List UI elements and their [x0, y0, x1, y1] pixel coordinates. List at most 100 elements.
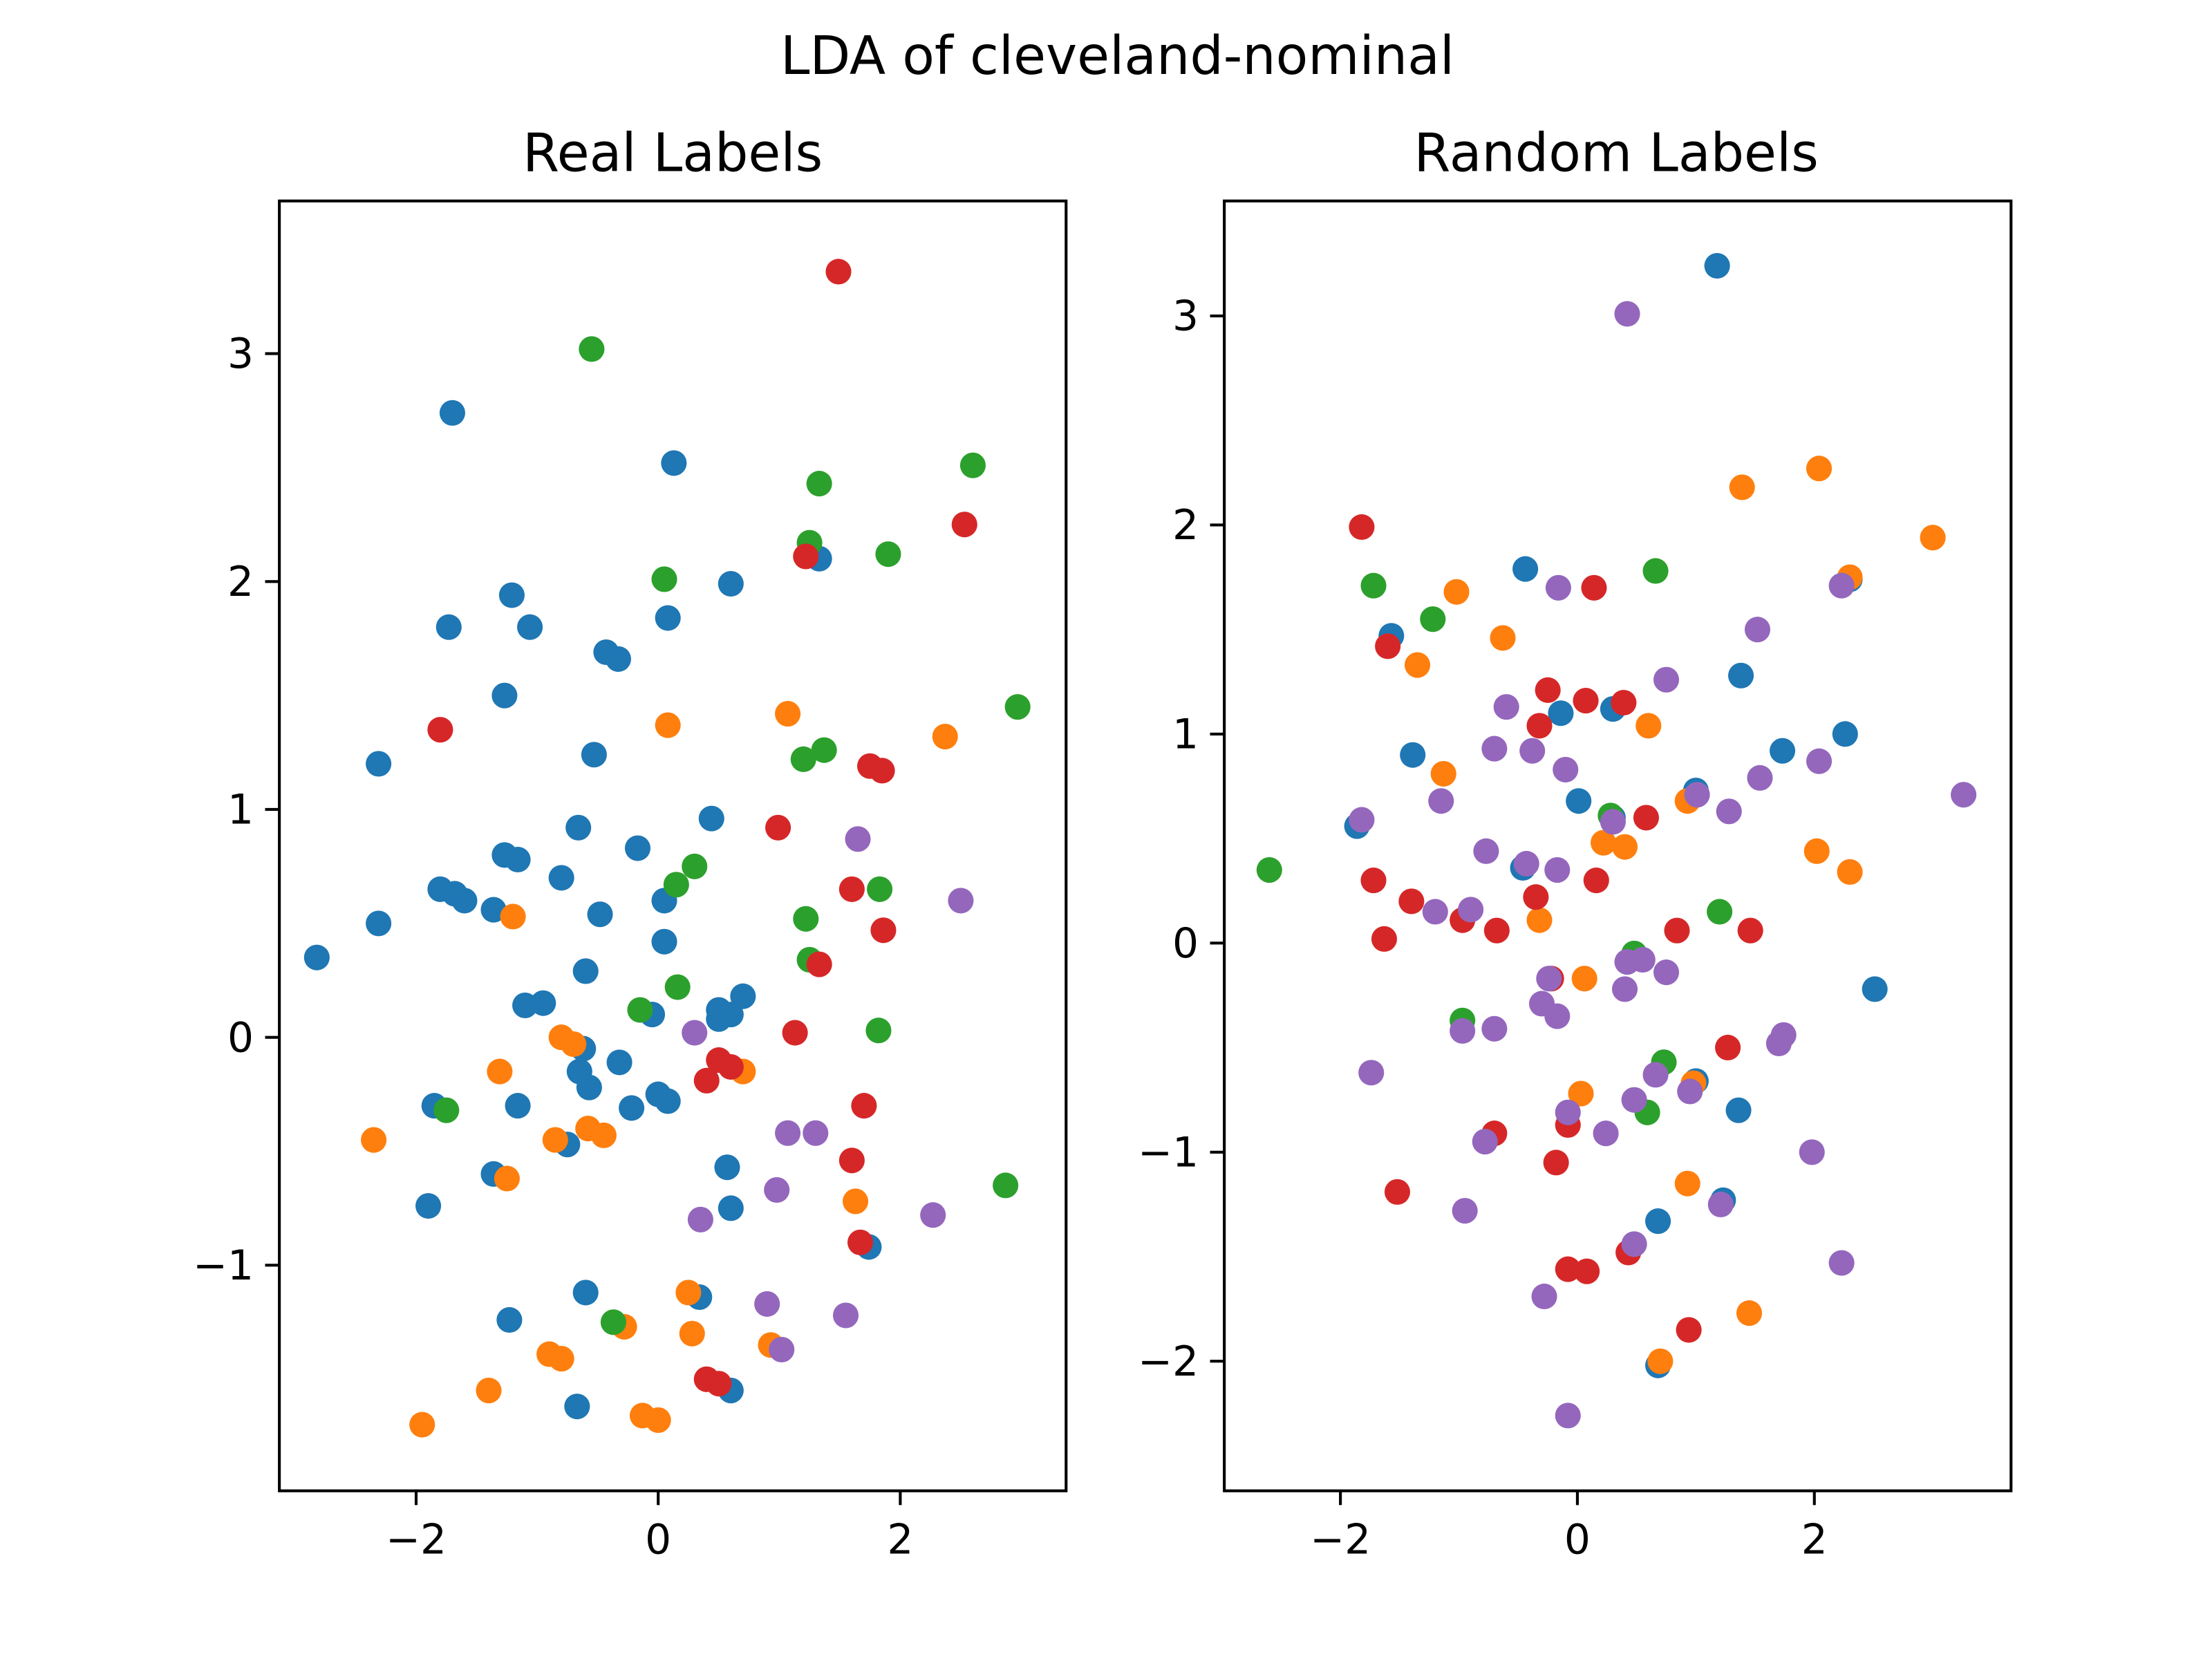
data-point-purple-16 [1473, 838, 1499, 864]
x-axis-real-labels: −2 0 2 [386, 1490, 913, 1564]
data-point-green-4 [875, 541, 901, 568]
data-point-blue-7 [439, 400, 465, 426]
data-point-blue-38 [655, 605, 681, 631]
data-point-red-8 [870, 917, 897, 944]
data-point-green-18 [433, 1097, 460, 1123]
data-point-purple-19 [1422, 899, 1448, 925]
data-point-blue-31 [606, 1049, 632, 1076]
data-point-purple-27 [1544, 1003, 1571, 1029]
data-point-purple-4 [1493, 694, 1519, 720]
data-point-purple-2 [1744, 617, 1771, 643]
data-point-blue-6 [435, 614, 462, 640]
data-point-red-0 [1349, 514, 1375, 541]
data-point-orange-3 [1443, 579, 1470, 605]
data-point-orange-3 [500, 903, 526, 930]
data-point-orange-17 [1674, 1170, 1700, 1197]
data-point-blue-36 [651, 928, 677, 955]
data-point-blue-9 [1770, 738, 1796, 764]
data-point-red-16 [847, 1229, 874, 1255]
data-point-red-0 [825, 259, 852, 285]
data-point-purple-7 [687, 1206, 713, 1232]
data-point-purple-8 [754, 1291, 780, 1317]
data-point-purple-11 [1684, 782, 1710, 808]
data-point-purple-17 [1513, 850, 1539, 877]
data-point-orange-18 [1736, 1300, 1763, 1327]
data-point-blue-7 [1400, 742, 1426, 768]
data-point-blue-10 [480, 897, 507, 923]
data-point-purple-14 [1716, 798, 1742, 825]
data-point-blue-46 [718, 570, 744, 597]
data-point-orange-15 [476, 1377, 502, 1404]
data-point-red-18 [706, 1371, 732, 1397]
data-point-green-15 [627, 997, 653, 1023]
data-point-blue-1 [1512, 556, 1539, 582]
data-point-blue-17 [1645, 1208, 1671, 1235]
data-point-purple-6 [1519, 738, 1546, 764]
data-point-green-19 [600, 1309, 626, 1335]
data-point-green-9 [682, 853, 708, 879]
data-point-red-1 [1581, 574, 1607, 601]
data-point-blue-47 [718, 1002, 744, 1028]
data-point-green-8 [790, 746, 816, 772]
data-point-blue-30 [605, 646, 631, 672]
data-point-purple-29 [1481, 1015, 1508, 1042]
data-point-orange-2 [494, 1165, 520, 1192]
data-point-blue-1 [366, 751, 392, 777]
data-point-red-26 [1676, 1317, 1702, 1343]
data-point-orange-12 [842, 1188, 869, 1215]
data-point-green-16 [865, 1018, 892, 1044]
data-point-purple-5 [1481, 735, 1508, 762]
data-point-red-24 [1555, 1256, 1581, 1282]
data-point-purple-43 [1531, 1283, 1557, 1310]
data-point-blue-53 [564, 1394, 590, 1420]
data-point-orange-14 [409, 1412, 435, 1438]
data-point-red-6 [765, 814, 791, 841]
data-point-blue-44 [714, 1154, 740, 1181]
data-point-red-13 [693, 1067, 720, 1094]
x-tick-label-real-labels-0: −2 [386, 1516, 447, 1564]
data-point-purple-28 [1450, 1018, 1476, 1044]
data-point-purple-4 [803, 1120, 829, 1146]
data-point-blue-45 [718, 1195, 744, 1221]
data-point-purple-2 [682, 1020, 708, 1046]
data-point-orange-22 [679, 1320, 705, 1347]
data-point-purple-35 [1621, 1087, 1647, 1113]
data-point-red-12 [718, 1053, 744, 1080]
data-point-blue-2 [366, 910, 392, 937]
y-tick-label-real-labels-3: 2 [227, 559, 254, 606]
data-point-green-17 [993, 1172, 1019, 1199]
data-point-red-5 [869, 758, 895, 784]
panel-real-labels: Real Labels −2 0 2 −1 0 1 2 3 [193, 122, 1068, 1564]
data-point-purple-44 [1828, 1250, 1855, 1276]
data-point-orange-5 [1404, 652, 1431, 678]
data-point-orange-4 [542, 1127, 568, 1153]
data-point-blue-13 [498, 582, 525, 608]
data-point-red-7 [1633, 805, 1659, 831]
data-point-purple-12 [1349, 807, 1375, 833]
data-point-purple-23 [1653, 959, 1680, 986]
data-point-red-8 [1360, 868, 1387, 894]
data-point-red-1 [951, 512, 977, 538]
y-axis-random-labels: −2 −1 0 1 2 3 [1138, 293, 1225, 1386]
data-point-red-25 [1574, 1258, 1600, 1284]
data-point-purple-33 [1358, 1060, 1385, 1086]
data-point-red-2 [1375, 633, 1401, 659]
data-point-orange-13 [932, 724, 958, 750]
data-point-blue-28 [587, 901, 613, 928]
data-point-purple-7 [1553, 756, 1579, 782]
data-point-purple-45 [1555, 1403, 1581, 1429]
data-point-orange-15 [1568, 1080, 1594, 1107]
points-random-labels [1256, 252, 1977, 1429]
data-point-red-16 [1371, 926, 1398, 952]
data-point-blue-0 [303, 944, 330, 971]
data-point-green-7 [811, 737, 837, 763]
data-point-orange-6 [1635, 713, 1662, 739]
data-point-orange-11 [775, 701, 801, 727]
data-point-red-10 [1398, 888, 1425, 915]
x-tick-label-random-labels-1: 0 [1564, 1516, 1591, 1564]
data-point-purple-3 [1653, 666, 1680, 693]
data-point-purple-41 [1452, 1197, 1478, 1224]
data-point-blue-3 [415, 1192, 442, 1219]
data-point-blue-51 [496, 1306, 523, 1333]
data-point-blue-5 [1728, 662, 1754, 688]
